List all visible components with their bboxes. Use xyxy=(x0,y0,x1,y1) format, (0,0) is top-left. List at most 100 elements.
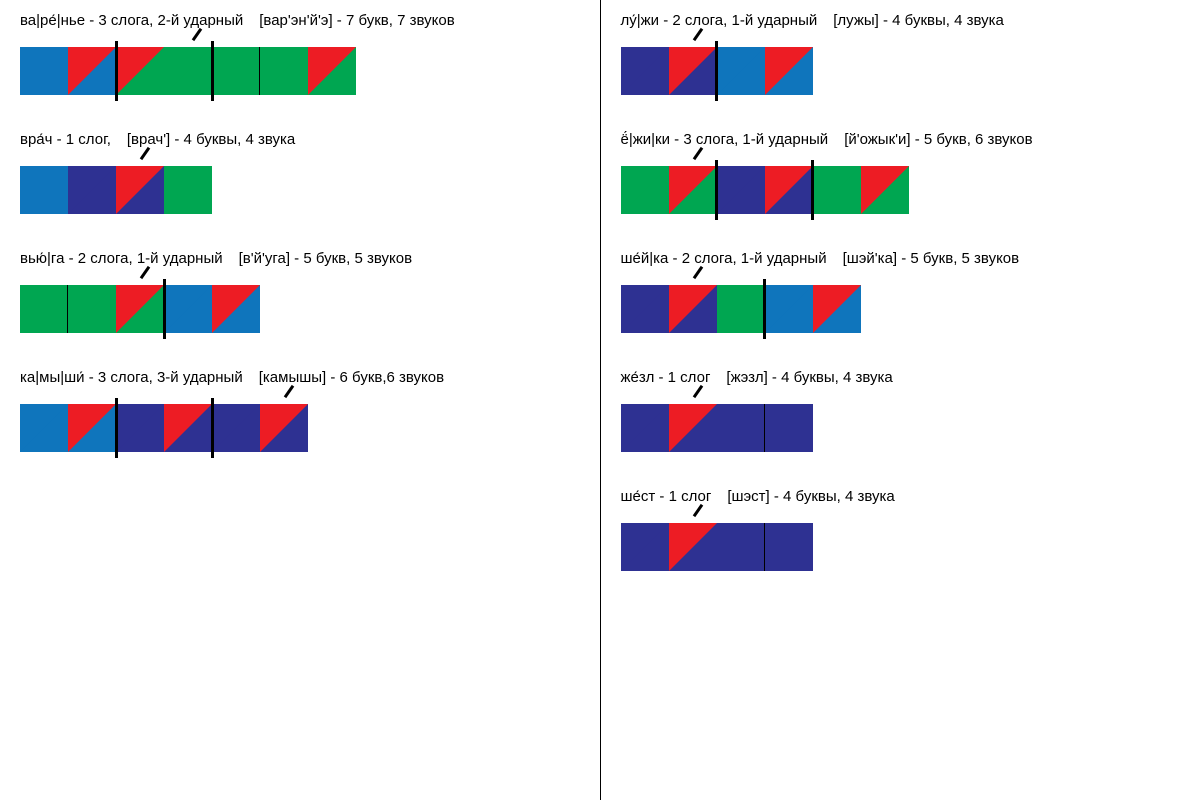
phoneme-cell xyxy=(765,285,813,333)
stress-mark xyxy=(140,266,150,279)
word-entry: ё́|жи|ки - 3 слога, 1-й ударный [й'ожык'и… xyxy=(621,131,1181,214)
phoneme-cell xyxy=(212,47,260,95)
word-label: вью́|га - 2 слога, 1-й ударный xyxy=(20,250,223,267)
syllable-diagram xyxy=(20,47,356,95)
phoneme-cell xyxy=(717,523,765,571)
syllable-divider xyxy=(163,279,166,339)
syllable-divider xyxy=(715,160,718,220)
phoneme-cell xyxy=(669,166,717,214)
phoneme-cell xyxy=(717,47,765,95)
stress-mark xyxy=(692,504,702,517)
phoneme-cell xyxy=(621,404,669,452)
phoneme-cell xyxy=(765,404,813,452)
syllable-diagram xyxy=(621,285,861,333)
stress-mark xyxy=(692,147,702,160)
phoneme-cell xyxy=(20,47,68,95)
label-row: ше́ст - 1 слог [шэст] - 4 буквы, 4 звука xyxy=(621,488,1181,505)
phoneme-cell xyxy=(717,285,765,333)
label-row: ва|ре́|нье - 3 слога, 2-й ударный [вар'эн… xyxy=(20,12,580,29)
phoneme-cell xyxy=(308,47,356,95)
phoneme-cell xyxy=(20,285,68,333)
word-label: же́зл - 1 слог xyxy=(621,369,711,386)
phoneme-cell xyxy=(669,47,717,95)
label-row: же́зл - 1 слог [жэзл] - 4 буквы, 4 звука xyxy=(621,369,1181,386)
label-row: ше́й|ка - 2 слога, 1-й ударный [шэй'ка] -… xyxy=(621,250,1181,267)
phoneme-cell xyxy=(116,404,164,452)
syllable-divider xyxy=(115,41,118,101)
phon-label: [лужы] - 4 буквы, 4 звука xyxy=(833,12,1004,29)
syllable-divider xyxy=(211,398,214,458)
phoneme-cell xyxy=(765,166,813,214)
word-label: ва|ре́|нье - 3 слога, 2-й ударный xyxy=(20,12,243,29)
word-entry: ше́й|ка - 2 слога, 1-й ударный [шэй'ка] -… xyxy=(621,250,1181,333)
phoneme-cell xyxy=(68,166,116,214)
phoneme-cell xyxy=(68,404,116,452)
syllable-divider xyxy=(811,160,814,220)
phoneme-cell xyxy=(621,47,669,95)
phoneme-cell xyxy=(68,285,116,333)
syllable-diagram xyxy=(20,166,212,214)
syllable-diagram xyxy=(621,523,813,571)
word-label: лу́|жи - 2 слога, 1-й ударный xyxy=(621,12,818,29)
phoneme-cell xyxy=(717,404,765,452)
phoneme-cell xyxy=(765,47,813,95)
phoneme-cell xyxy=(68,47,116,95)
word-entry: вра́ч - 1 слог, [врач'] - 4 буквы, 4 звук… xyxy=(20,131,580,214)
phoneme-cell xyxy=(164,285,212,333)
phoneme-cell xyxy=(621,166,669,214)
syllable-diagram xyxy=(20,285,260,333)
phon-label: [врач'] - 4 буквы, 4 звука xyxy=(127,131,295,148)
phoneme-cell xyxy=(164,404,212,452)
right-column: лу́|жи - 2 слога, 1-й ударный [лужы] - 4 … xyxy=(601,0,1200,800)
phoneme-cell xyxy=(116,285,164,333)
phon-label: [вар'эн'й'э] - 7 букв, 7 звуков xyxy=(259,12,454,29)
syllable-diagram xyxy=(621,47,813,95)
syllable-diagram xyxy=(621,404,813,452)
phoneme-cell xyxy=(212,285,260,333)
phoneme-cell xyxy=(260,47,308,95)
phoneme-cell xyxy=(813,166,861,214)
stress-mark xyxy=(692,28,702,41)
phoneme-cell xyxy=(717,166,765,214)
label-row: ка|мы|ши́ - 3 слога, 3-й ударный[камышы]… xyxy=(20,369,580,386)
stress-mark xyxy=(284,385,294,398)
label-row: вра́ч - 1 слог, [врач'] - 4 буквы, 4 звук… xyxy=(20,131,580,148)
syllable-divider xyxy=(211,41,214,101)
word-label: ше́й|ка - 2 слога, 1-й ударный xyxy=(621,250,827,267)
phon-label: [в'й'уга] - 5 букв, 5 звуков xyxy=(239,250,412,267)
phoneme-cell xyxy=(20,166,68,214)
phon-label: [шэст] - 4 буквы, 4 звука xyxy=(727,488,894,505)
phoneme-cell xyxy=(260,404,308,452)
word-entry: ва|ре́|нье - 3 слога, 2-й ударный [вар'эн… xyxy=(20,12,580,95)
label-row: ё́|жи|ки - 3 слога, 1-й ударный [й'ожык'и… xyxy=(621,131,1181,148)
stress-mark xyxy=(140,147,150,160)
word-entry: ка|мы|ши́ - 3 слога, 3-й ударный[камышы]… xyxy=(20,369,580,452)
phon-label: [жэзл] - 4 буквы, 4 звука xyxy=(726,369,892,386)
word-label: вра́ч - 1 слог, xyxy=(20,131,111,148)
phoneme-cell xyxy=(621,285,669,333)
phoneme-cell xyxy=(116,166,164,214)
syllable-divider xyxy=(115,398,118,458)
phoneme-cell xyxy=(116,47,164,95)
phoneme-cell xyxy=(669,285,717,333)
stress-mark xyxy=(692,385,702,398)
syllable-divider xyxy=(763,279,766,339)
phon-label: [шэй'ка] - 5 букв, 5 звуков xyxy=(843,250,1020,267)
word-label: ё́|жи|ки - 3 слога, 1-й ударный xyxy=(621,131,829,148)
stress-mark xyxy=(692,266,702,279)
phoneme-cell xyxy=(861,166,909,214)
label-row: лу́|жи - 2 слога, 1-й ударный [лужы] - 4 … xyxy=(621,12,1181,29)
syllable-diagram xyxy=(621,166,909,214)
phoneme-cell xyxy=(164,47,212,95)
word-entry: вью́|га - 2 слога, 1-й ударный [в'й'уга] … xyxy=(20,250,580,333)
phoneme-cell xyxy=(669,523,717,571)
word-label: ше́ст - 1 слог xyxy=(621,488,712,505)
phoneme-cell xyxy=(765,523,813,571)
phoneme-cell xyxy=(212,404,260,452)
phon-label: [й'ожык'и] - 5 букв, 6 звуков xyxy=(844,131,1032,148)
word-label: ка|мы|ши́ - 3 слога, 3-й ударный xyxy=(20,369,243,386)
word-entry: же́зл - 1 слог [жэзл] - 4 буквы, 4 звука xyxy=(621,369,1181,452)
stress-mark xyxy=(192,28,202,41)
left-column: ва|ре́|нье - 3 слога, 2-й ударный [вар'эн… xyxy=(0,0,601,800)
phoneme-cell xyxy=(621,523,669,571)
